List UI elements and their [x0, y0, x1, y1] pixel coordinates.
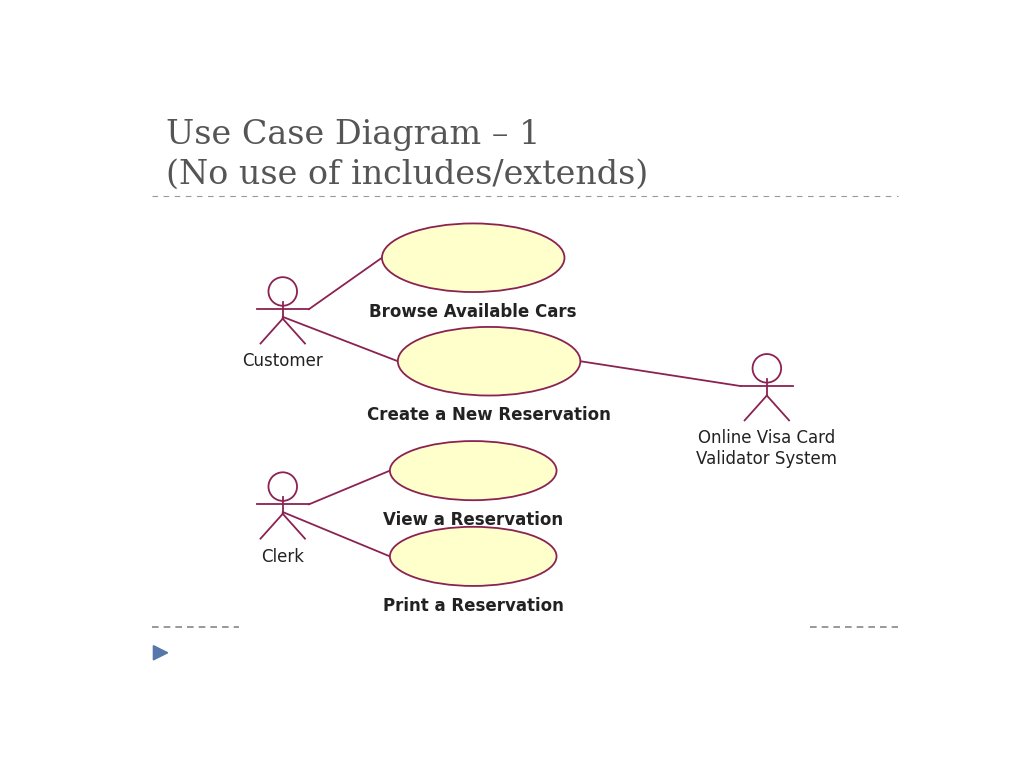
Text: Clerk: Clerk: [261, 548, 304, 565]
Ellipse shape: [390, 527, 557, 586]
Ellipse shape: [382, 223, 564, 292]
Text: Use Case Diagram – 1
(No use of includes/extends): Use Case Diagram – 1 (No use of includes…: [166, 119, 648, 190]
Text: Print a Reservation: Print a Reservation: [383, 597, 563, 614]
Text: Browse Available Cars: Browse Available Cars: [370, 303, 577, 321]
Ellipse shape: [397, 327, 581, 396]
Ellipse shape: [390, 441, 557, 500]
Polygon shape: [154, 646, 168, 660]
Text: Create a New Reservation: Create a New Reservation: [368, 406, 611, 424]
Text: Online Visa Card
Validator System: Online Visa Card Validator System: [696, 429, 838, 468]
Text: View a Reservation: View a Reservation: [383, 511, 563, 529]
Text: Customer: Customer: [243, 353, 324, 370]
